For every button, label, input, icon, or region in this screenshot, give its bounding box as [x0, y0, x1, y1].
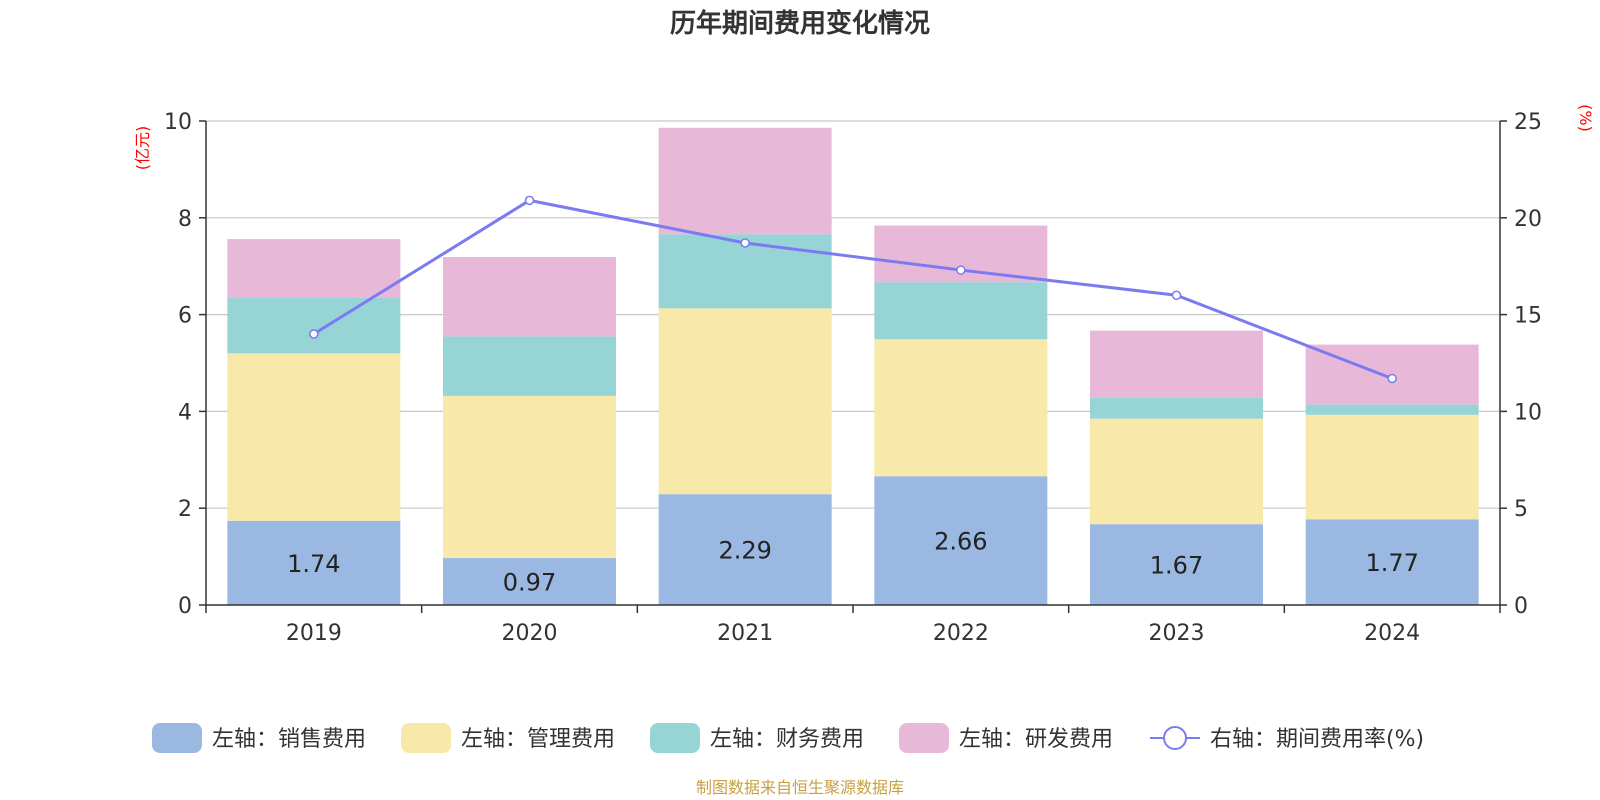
bar-segment — [1305, 404, 1479, 415]
x-axis-tick-label: 2021 — [717, 621, 773, 646]
bar-value-label: 1.74 — [287, 550, 340, 578]
bar-value-label: 1.77 — [1365, 549, 1418, 577]
source-note: 制图数据来自恒生聚源数据库 — [696, 778, 904, 797]
right-axis-tick-label: 20 — [1514, 207, 1542, 232]
bar-segment — [874, 282, 1048, 340]
rate-line-point — [524, 195, 535, 206]
x-axis-tick-label: 2022 — [933, 621, 989, 646]
rate-line-point — [956, 265, 966, 275]
bar-segment — [443, 336, 616, 396]
bar-value-label: 2.29 — [718, 537, 771, 565]
right-axis-tick-label: 25 — [1514, 110, 1542, 135]
bar-segment — [1090, 397, 1263, 419]
bar-segment — [443, 395, 616, 559]
legend-label: 左轴：管理费用 — [461, 727, 615, 752]
left-axis-unit-label: (亿元) — [133, 126, 152, 171]
legend: 左轴：销售费用 左轴：管理费用 左轴：财务费用 左轴：研发费用 右轴：期间费用率(%) — [152, 723, 1424, 753]
legend-label: 左轴：财务费用 — [710, 727, 864, 752]
x-axis-tick-label: 2019 — [286, 621, 342, 646]
bar-segment — [874, 339, 1048, 477]
bar-segment — [227, 353, 401, 521]
bar-segment — [1090, 524, 1263, 605]
left-axis-tick-label: 10 — [164, 110, 192, 135]
bar-segment — [227, 520, 401, 605]
right-axis-unit-label: (%) — [1576, 104, 1595, 132]
legend-swatch — [899, 723, 949, 753]
bar-segment — [443, 558, 616, 605]
bar-segment — [1305, 414, 1479, 520]
left-axis-tick-label: 6 — [178, 304, 192, 329]
chart-title: 历年期间费用变化情况 — [670, 8, 930, 39]
rate-line — [309, 195, 1397, 384]
rate-line-point — [740, 238, 750, 248]
bar-segment — [658, 308, 832, 495]
bar-segment — [874, 476, 1048, 605]
grid-lines — [206, 120, 1500, 509]
axes: 0 2 4 6 8 10 0 5 10 15 20 25 2019 2020 2021 2022 2023 202… — [164, 110, 1542, 646]
legend-line-marker — [1163, 726, 1187, 750]
legend-label: 左轴：研发费用 — [959, 727, 1113, 752]
bar-segment — [227, 297, 401, 354]
bars — [227, 127, 1479, 605]
bar-segment — [227, 239, 401, 298]
bar-segment — [1090, 418, 1263, 525]
right-axis-tick-label: 15 — [1514, 304, 1542, 329]
left-axis-tick-label: 0 — [178, 594, 192, 619]
legend-swatch — [152, 723, 202, 753]
legend-swatch — [401, 723, 451, 753]
x-axis-tick-label: 2024 — [1364, 621, 1420, 646]
right-axis-tick-label: 0 — [1514, 594, 1528, 619]
bar-value-label: 1.67 — [1150, 552, 1203, 580]
rate-line-path — [313, 198, 1393, 380]
bar-data-labels: 1.74 0.97 2.29 2.66 1.67 1.77 — [287, 528, 1419, 597]
rate-line-point — [1171, 290, 1182, 300]
rate-line-point — [309, 329, 319, 339]
bar-segment — [1305, 519, 1479, 605]
bar-segment — [443, 257, 616, 337]
rate-line-point — [1387, 373, 1397, 384]
right-axis-tick-label: 5 — [1514, 497, 1528, 522]
bar-segment — [658, 494, 832, 605]
x-axis-tick-label: 2023 — [1149, 621, 1205, 646]
left-axis-tick-label: 2 — [178, 497, 192, 522]
bar-segment — [658, 127, 832, 235]
left-axis-tick-label: 8 — [178, 207, 192, 232]
bar-value-label: 0.97 — [503, 569, 556, 597]
legend-swatch — [650, 723, 700, 753]
x-axis-tick-label: 2020 — [502, 621, 558, 646]
right-axis-tick-label: 10 — [1514, 400, 1542, 425]
bar-value-label: 2.66 — [934, 528, 987, 556]
bar-segment — [1090, 330, 1263, 398]
left-axis-tick-label: 4 — [178, 400, 192, 425]
legend-label: 右轴：期间费用率(%) — [1210, 727, 1424, 752]
legend-label: 左轴：销售费用 — [212, 727, 366, 752]
